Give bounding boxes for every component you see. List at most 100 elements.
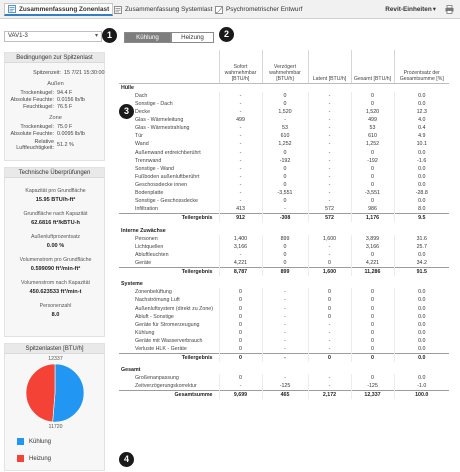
row-value: -3,551	[350, 189, 394, 198]
outside-dry-bulb: Trockenkugel: 94.4 F	[7, 90, 72, 96]
row-value: -	[218, 189, 262, 198]
table-row: Bodenplatte - -3,551- -3,551 -28.8	[119, 189, 449, 198]
subtotal-value: 8,787	[218, 267, 262, 277]
row-value: 0	[350, 288, 394, 297]
column-header-sensible-delayed: Verzögert wahrnehmbar [BTU/h]	[261, 50, 308, 84]
subtotal-value: 572	[307, 213, 351, 223]
row-value: -	[218, 250, 262, 260]
row-value: -	[307, 382, 351, 391]
group-row: Gesamt	[119, 366, 449, 374]
row-value: -	[307, 124, 351, 133]
row-value: 0	[350, 91, 394, 100]
row-value: 0	[261, 181, 308, 190]
column-header-percent: Prozentsatz der Gesamtsumme [%]	[393, 50, 449, 84]
row-value: -	[307, 156, 351, 165]
table-row: Außenwand erdreichberührt -0-0 0.0	[119, 148, 449, 157]
group-title: Interne Zuwächse	[121, 227, 166, 234]
row-value: 0	[350, 181, 394, 190]
row-value: 12.3	[393, 107, 449, 116]
legend-cooling: Kühlung	[17, 438, 51, 445]
table-row: Infiltration 413-572 986 8.0	[119, 205, 449, 214]
units-dropdown[interactable]: Revit-Einheiten▾	[385, 5, 436, 13]
row-value: 0.0	[393, 99, 449, 108]
row-value: -	[307, 197, 351, 206]
row-value: -1.0	[393, 382, 449, 391]
row-value: -	[307, 91, 351, 100]
tab-zone-load-summary[interactable]: Zusammenfassung Zonenlast	[4, 3, 114, 16]
row-value: 0.0	[393, 328, 449, 338]
subtotal-label: Teilergebnis	[119, 267, 219, 277]
row-value: 4,221	[218, 259, 262, 268]
kv-label: Relative Luftfeuchtigkeit:	[16, 139, 54, 151]
subtotal-label: Teilergebnis	[119, 213, 219, 223]
subtotal-value: 9,699	[218, 390, 262, 400]
peak-time-label: Spitzenzeit:	[33, 70, 61, 76]
row-label: Sonstige - Geschossdecke	[135, 198, 199, 205]
row-label: Abluft - Sonstige	[135, 313, 174, 320]
row-value: 413	[218, 205, 262, 214]
check-label: Volumenstrom nach Kapazität	[21, 280, 90, 286]
row-value: -	[307, 328, 351, 338]
row-value: 0	[307, 304, 351, 313]
subtotal-label: Gesamtsumme	[119, 390, 219, 400]
row-value: 1,520	[350, 107, 394, 116]
row-value: 0.0	[393, 164, 449, 173]
row-label: Außenluftsystem (direkt zu Zone)	[135, 305, 214, 312]
table-row: Personen 1,400 899 1,600 3,899 31.6	[119, 234, 449, 243]
subtotal-value: 1,176	[350, 213, 394, 223]
toggle-cooling[interactable]: Kühlung	[124, 32, 171, 43]
row-value: -	[307, 140, 351, 149]
row-value: 0	[350, 164, 394, 173]
subtotal-value: -	[261, 353, 308, 363]
row-value: 0	[218, 345, 262, 354]
row-value: -	[307, 242, 351, 251]
row-value: 1,252	[350, 140, 394, 149]
row-value: 0.0	[393, 181, 449, 190]
row-value: 3,166	[350, 242, 394, 251]
row-label: Geräte für Stromerzeugung	[135, 321, 200, 328]
row-value: 0	[261, 172, 308, 182]
row-value: -	[261, 296, 308, 305]
tab-label: Zusammenfassung Systemlast	[125, 6, 213, 13]
row-value: 0.0	[393, 288, 449, 297]
row-value: -	[218, 382, 262, 391]
row-value: 0	[350, 304, 394, 313]
zone-select[interactable]: VAV1-3 ▾	[4, 31, 102, 42]
subtotal-value: 0	[307, 353, 351, 363]
row-value: -	[307, 99, 351, 108]
row-value: 0	[218, 328, 262, 338]
check-label: Kapazität pro Grundfläche	[25, 188, 86, 194]
callout-1: 1	[102, 28, 117, 43]
zone-dry-bulb: Trockenkugel: 75.0 F	[7, 124, 72, 130]
row-value: 0	[350, 172, 394, 182]
tab-psychrometric-design[interactable]: Psychrometrischer Entwurf	[212, 3, 305, 16]
check-label: Grundfläche nach Kapazität	[23, 211, 88, 217]
subtotal-row: Teilergebnis 0-0 0 0.0	[119, 353, 449, 363]
row-label: Personen	[135, 235, 158, 242]
outside-wet-bulb: Feuchtkugel: 76.5 F	[7, 104, 72, 110]
pie-slice-heating	[25, 363, 56, 423]
row-value: -	[261, 312, 308, 321]
design-conditions-header: Bedingungen zur Spitzenlast	[5, 53, 104, 63]
row-value: 4.9	[393, 132, 449, 141]
peak-time: Spitzenzeit: 15 7/21 15:30:00	[11, 70, 104, 76]
print-icon[interactable]	[445, 5, 454, 14]
row-value: -	[307, 337, 351, 346]
row-label: Geräte mit Wasserverbrauch	[135, 338, 203, 345]
table-row: Glas - Wärmestrahlung -53-53 0.4	[119, 124, 449, 133]
kv-value: 51.2 %	[57, 142, 74, 148]
row-value: -	[218, 148, 262, 157]
subtotal-row: Teilergebnis 912 -308 572 1,176 9.5	[119, 213, 449, 223]
row-value: -	[261, 337, 308, 346]
check-value: 0.599090 ft³/min-ft²	[30, 266, 81, 272]
row-value: 1,400	[218, 234, 262, 243]
subtotal-value: 899	[261, 267, 308, 277]
outside-humidity-ratio: Absolute Feuchte: 0.0156 lb/lb	[7, 97, 85, 103]
row-value: 572	[307, 205, 351, 214]
design-conditions-panel: Bedingungen zur Spitzenlast Spitzenzeit:…	[4, 52, 105, 161]
tab-system-load-summary[interactable]: Zusammenfassung Systemlast	[111, 3, 215, 16]
toggle-heating[interactable]: Heizung	[171, 32, 214, 43]
row-value: -	[307, 132, 351, 141]
row-label: Decke	[135, 108, 151, 115]
row-value: -	[261, 115, 308, 125]
